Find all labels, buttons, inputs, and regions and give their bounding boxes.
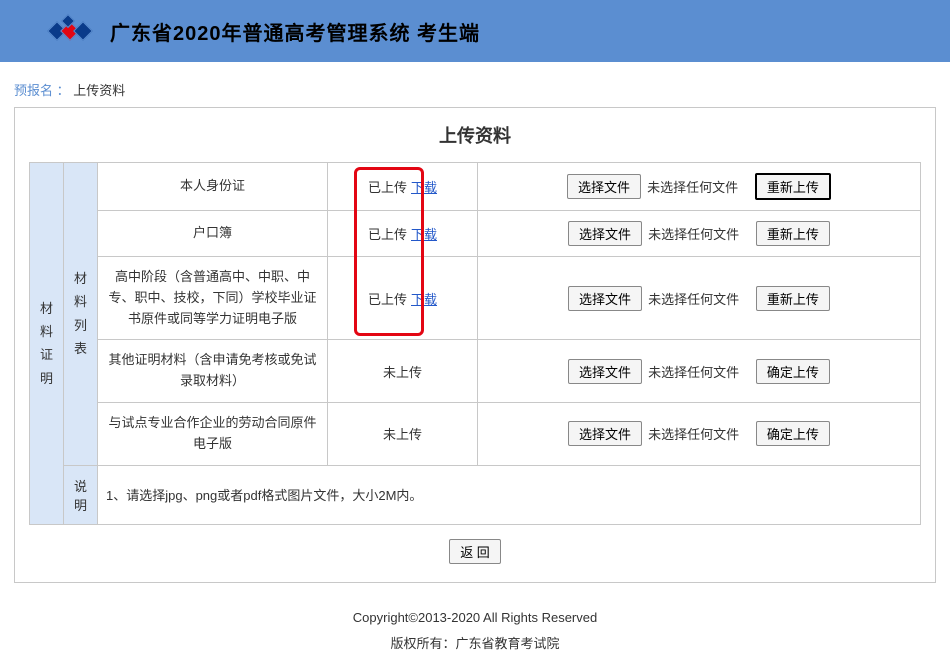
confirm-upload-button[interactable]: 确定上传 [756,359,830,384]
confirm-upload-button[interactable]: 确定上传 [756,421,830,446]
app-title: 广东省2020年普通高考管理系统 考生端 [110,17,480,46]
file-chosen-status: 未选择任何文件 [647,180,738,195]
material-name: 本人身份证 [98,163,328,211]
choose-file-button[interactable]: 选择文件 [567,174,641,199]
footer-owner: 版权所有：广东省教育考试院 [0,631,950,657]
header-bar: 广东省2020年普通高考管理系统 考生端 [0,0,950,62]
choose-file-button[interactable]: 选择文件 [568,359,642,384]
file-chosen-status: 未选择任何文件 [648,427,739,442]
download-link[interactable]: 下载 [411,177,437,196]
page-title: 上传资料 [29,122,921,148]
file-chosen-status: 未选择任何文件 [648,227,739,242]
choose-file-button[interactable]: 选择文件 [568,286,642,311]
action-cell: 选择文件未选择任何文件 重新上传 [478,211,921,257]
file-chosen-status: 未选择任何文件 [648,292,739,307]
status-uploaded: 已上传 [368,177,407,196]
logo-icon [50,16,90,46]
action-cell: 选择文件未选择任何文件 确定上传 [478,340,921,403]
breadcrumb: 预报名 ： 上传资料 [0,80,950,107]
breadcrumb-current: 上传资料 [73,83,125,98]
choose-file-button[interactable]: 选择文件 [568,421,642,446]
note-label: 说明 [64,465,98,524]
status-uploaded: 已上传 [368,289,407,308]
footer-copyright: Copyright©2013-2020 All Rights Reserved [0,605,950,631]
download-link[interactable]: 下载 [411,289,437,308]
material-name: 高中阶段（含普通高中、中职、中专、职中、技校，下同）学校毕业证书原件或同等学力证… [98,257,328,340]
back-button[interactable]: 返 回 [449,539,501,564]
material-name: 户口簿 [98,211,328,257]
reupload-button[interactable]: 重新上传 [756,221,830,246]
download-link[interactable]: 下载 [411,224,437,243]
materials-table: 材料证明材料列表本人身份证已上传下载选择文件未选择任何文件 重新上传户口簿已上传… [29,162,921,525]
reupload-button[interactable]: 重新上传 [756,286,830,311]
action-cell: 选择文件未选择任何文件 重新上传 [478,257,921,340]
reupload-button[interactable]: 重新上传 [755,173,831,200]
content-panel: 上传资料 材料证明材料列表本人身份证已上传下载选择文件未选择任何文件 重新上传户… [14,107,936,583]
material-name: 其他证明材料（含申请免考核或免试录取材料） [98,340,328,403]
material-name: 与试点专业合作企业的劳动合同原件电子版 [98,402,328,465]
upload-status-cell: 已上传下载 [328,163,478,211]
side-label-outer: 材料证明 [30,163,64,525]
action-cell: 选择文件未选择任何文件 确定上传 [478,402,921,465]
side-label-inner: 材料列表 [64,163,98,466]
breadcrumb-section[interactable]: 预报名 [14,83,53,98]
footer: Copyright©2013-2020 All Rights Reserved … [0,605,950,657]
status-uploaded: 已上传 [368,224,407,243]
upload-status-cell: 未上传 [328,402,478,465]
status-not-uploaded: 未上传 [383,427,422,442]
upload-status-cell: 已上传下载 [328,257,478,340]
choose-file-button[interactable]: 选择文件 [568,221,642,246]
upload-status-cell: 未上传 [328,340,478,403]
action-cell: 选择文件未选择任何文件 重新上传 [478,163,921,211]
upload-status-cell: 已上传下载 [328,211,478,257]
file-chosen-status: 未选择任何文件 [648,365,739,380]
note-text: 1、请选择jpg、png或者pdf格式图片文件，大小2M内。 [98,465,921,524]
status-not-uploaded: 未上传 [383,365,422,380]
